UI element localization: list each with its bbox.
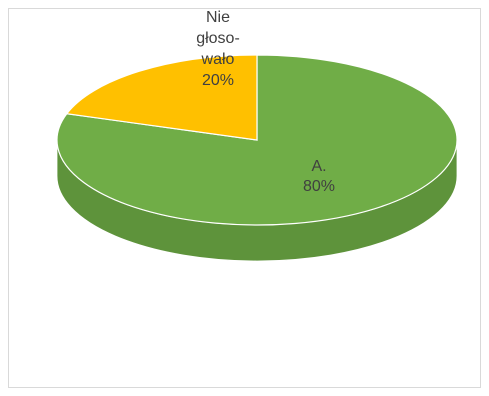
pie-label-1-line-1: głoso- — [196, 30, 240, 47]
pie-label-1: Nie głoso-wało 20% — [196, 9, 240, 89]
pie-label-0-line-0: A. — [311, 158, 326, 175]
pie-label-1-line-2: wało — [201, 51, 235, 68]
pie-label-0: A. 80% — [303, 158, 335, 195]
pie-label-1-line-3: 20% — [202, 72, 234, 89]
pie-slice-1 — [65, 54, 258, 141]
pie-label-1-line-0: Nie — [206, 9, 230, 26]
pie-label-0-line-1: 80% — [303, 178, 335, 195]
